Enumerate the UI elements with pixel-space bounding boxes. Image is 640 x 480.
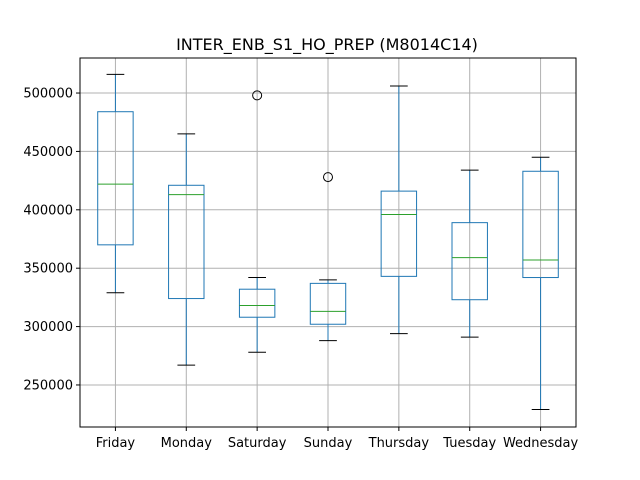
x-tick-label: Saturday: [228, 436, 287, 451]
box-layer: [97, 73, 559, 410]
iqr-box: [238, 288, 276, 318]
box-wednesday: [522, 156, 559, 410]
y-tick-label: 300000: [23, 320, 73, 335]
x-tick-label: Wednesday: [503, 436, 579, 451]
box-thursday: [380, 85, 418, 335]
iqr-box: [522, 170, 559, 279]
y-tick-label: 350000: [23, 262, 73, 277]
chart-title: INTER_ENB_S1_HO_PREP (M8014C14): [176, 35, 478, 55]
iqr-box: [451, 222, 488, 301]
box-sunday: [309, 172, 347, 342]
x-tick-label: Thursday: [368, 436, 430, 451]
y-tick-label: 250000: [23, 378, 73, 393]
outlier-point: [323, 172, 333, 183]
iqr-box: [380, 190, 418, 277]
x-tick-label: Sunday: [304, 436, 353, 451]
box-saturday: [238, 90, 276, 353]
outlier-point: [252, 90, 263, 101]
iqr-box: [168, 184, 205, 300]
box-monday: [168, 133, 205, 366]
y-tick-label: 500000: [23, 87, 73, 102]
y-tick-label: 400000: [23, 203, 73, 218]
box-friday: [97, 73, 134, 294]
x-tick-label: Tuesday: [442, 436, 496, 451]
x-tick-label: Monday: [161, 436, 213, 451]
iqr-box: [309, 282, 347, 325]
iqr-box: [97, 111, 134, 246]
axis-layer: 250000 300000 350000 400000 450000 500000 Frid…: [23, 87, 578, 451]
y-tick-label: 450000: [23, 145, 73, 160]
box-tuesday: [451, 169, 488, 338]
x-tick-label: Friday: [96, 436, 136, 451]
